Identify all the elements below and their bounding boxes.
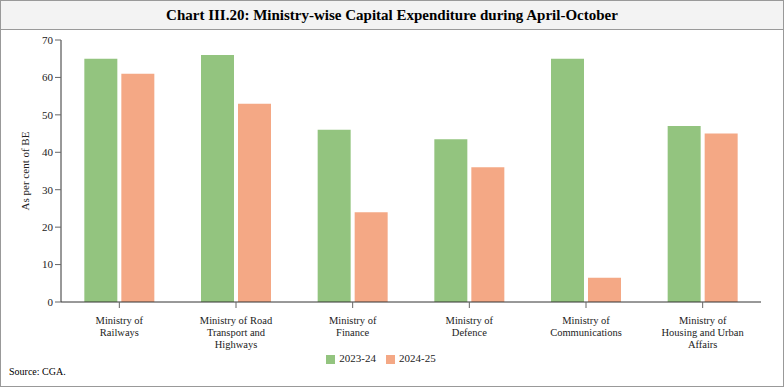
svg-text:70: 70 — [42, 34, 54, 46]
svg-text:40: 40 — [42, 146, 54, 158]
html-text:Chart III.20: Ministry-wise Ca: Chart III.20: Ministry-wise Capital Expe… — [166, 7, 618, 23]
html-text:Source: CGA.: Source: CGA. — [9, 366, 66, 377]
html-text:2024-25: 2024-25 — [399, 352, 436, 364]
svg-text:Ministry ofRailways: Ministry ofRailways — [96, 315, 144, 338]
svg-text:Ministry ofDefence: Ministry ofDefence — [446, 315, 494, 338]
svg-text:10: 10 — [42, 258, 54, 270]
svg-text:60: 60 — [42, 71, 54, 83]
svg-text:50: 50 — [42, 109, 54, 121]
svg-text:Ministry ofHousing and UrbanAf: Ministry ofHousing and UrbanAffairs — [662, 315, 745, 350]
svg-text:Ministry ofFinance: Ministry ofFinance — [329, 315, 377, 338]
svg-text:Ministry ofCommunications: Ministry ofCommunications — [550, 315, 622, 338]
svg-text:As per cent of BE: As per cent of BE — [19, 131, 31, 210]
svg-text:20: 20 — [42, 221, 54, 233]
html-text:2023-24: 2023-24 — [339, 352, 376, 364]
svg-text:30: 30 — [42, 184, 54, 196]
svg-text:Ministry of RoadTransport andH: Ministry of RoadTransport andHighways — [200, 315, 273, 350]
svg-text:0: 0 — [48, 296, 54, 308]
